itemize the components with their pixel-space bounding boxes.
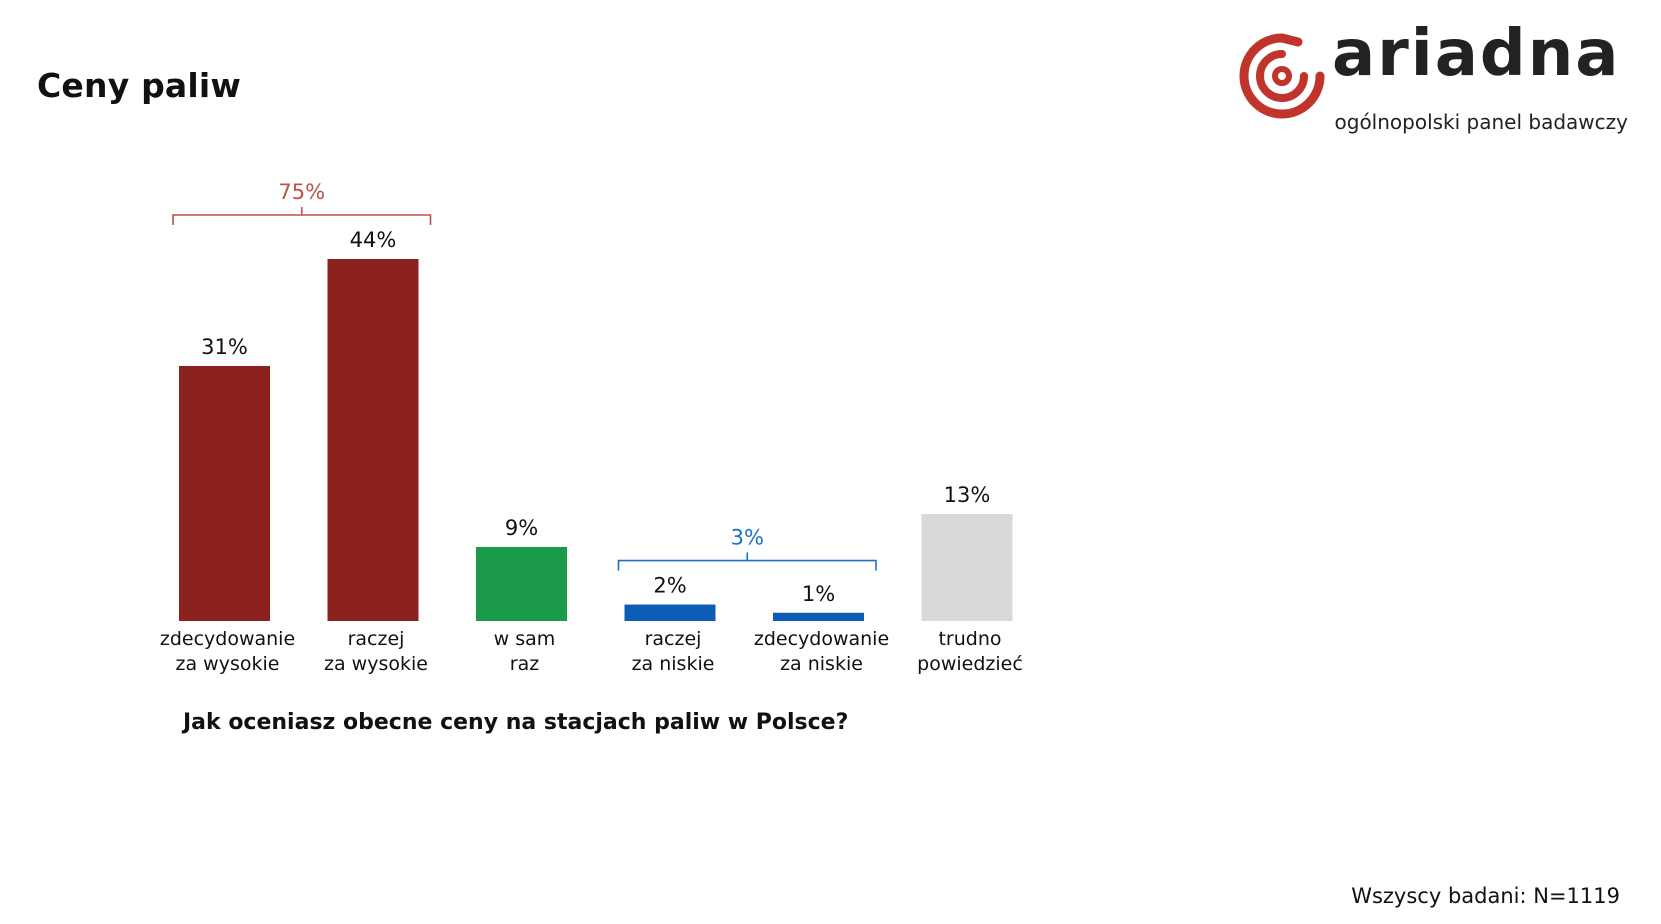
bar-value-label: 13% [944, 483, 991, 507]
category-tick-label: trudno [938, 628, 1001, 650]
bar [624, 604, 716, 621]
category-tick-label: raczej [645, 628, 702, 650]
bar [921, 514, 1013, 621]
brand-logo: ariadna ogólnopolski panel badawczy [1236, 22, 1636, 140]
category-tick-label: zdecydowanie [160, 628, 295, 650]
bar-value-label: 44% [350, 228, 397, 252]
category-tick-label: za wysokie [324, 653, 428, 675]
bar [179, 365, 270, 621]
bar-value-label: 9% [505, 516, 538, 540]
category-tick-label: za niskie [780, 653, 863, 675]
category-tick-label: raz [510, 653, 539, 675]
bar [773, 612, 864, 621]
bar-value-label: 1% [802, 582, 835, 606]
category-tick-label: za wysokie [176, 653, 280, 675]
page-title: Ceny paliw [37, 66, 242, 105]
category-tick-label: za niskie [632, 653, 715, 675]
category-tick-label: zdecydowanie [754, 628, 889, 650]
group-total-label: 3% [731, 526, 764, 550]
category-tick-label: w sam [494, 628, 556, 650]
group-total-label: 75% [278, 180, 325, 204]
group-bracket [617, 552, 877, 571]
logo-brand-name: ariadna [1332, 17, 1621, 91]
group-bracket [172, 207, 432, 225]
sample-size-note: Wszyscy badani: N=1119 [1351, 884, 1620, 908]
category-tick-label: raczej [348, 628, 405, 650]
bar [476, 546, 567, 621]
survey-question: Jak oceniasz obecne ceny na stacjach pal… [183, 710, 849, 735]
bar-value-label: 31% [201, 335, 248, 359]
category-tick-label: powiedzieć [917, 653, 1023, 675]
bar-value-label: 2% [653, 574, 686, 598]
ariadna-spiral-logo-icon [1239, 33, 1325, 119]
bar [327, 259, 419, 621]
logo-tagline: ogólnopolski panel badawczy [1334, 110, 1628, 134]
